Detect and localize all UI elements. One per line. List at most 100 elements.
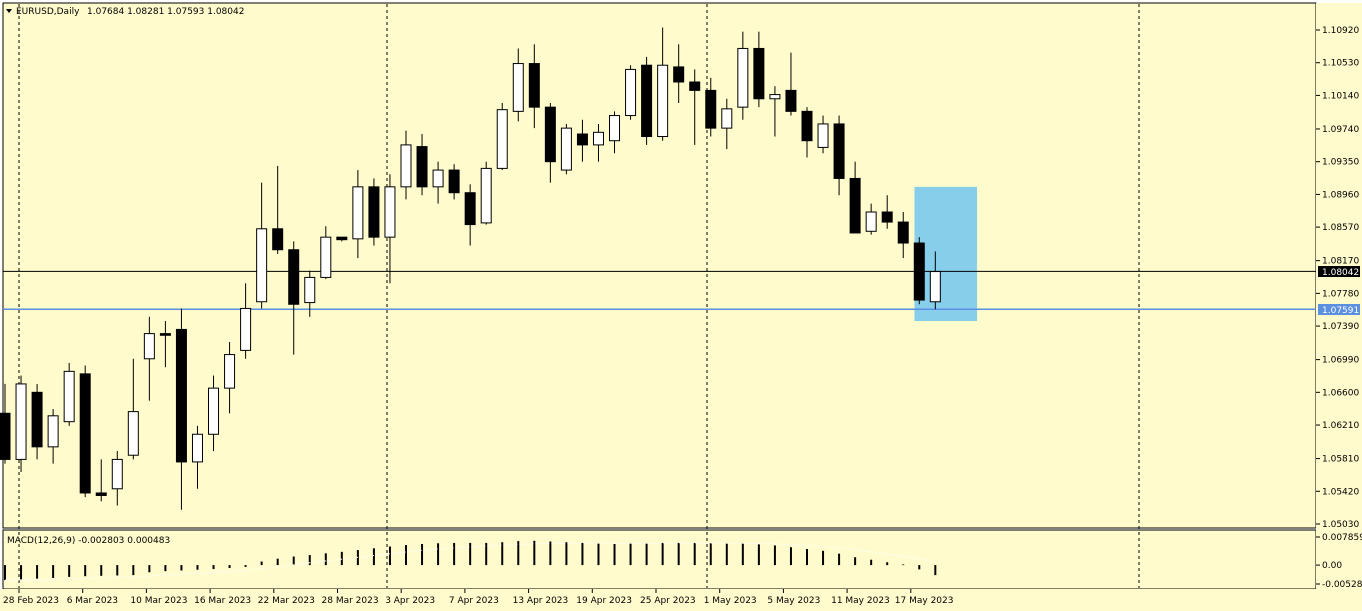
candle[interactable] [320,226,332,280]
candle[interactable] [657,27,669,141]
candle[interactable] [47,409,59,464]
candle[interactable] [175,308,187,510]
candle[interactable] [769,86,781,137]
candle-body-bear [464,192,476,226]
candle[interactable] [673,44,685,103]
candle[interactable] [384,174,396,284]
candle[interactable] [817,115,829,154]
bid-price-tag [1318,266,1360,277]
candle[interactable] [240,283,252,359]
candle[interactable] [111,451,123,506]
candle[interactable] [625,65,637,120]
candle[interactable] [352,170,364,259]
candle[interactable] [224,342,236,414]
time-axis: 28 Feb 2023 6 Mar 2023 10 Mar 2023 16 Mar 2… [3,589,953,606]
macd-pane[interactable] [2,529,1317,590]
candle[interactable] [689,69,701,145]
candle[interactable] [143,316,155,401]
candle-body-bear [336,236,348,241]
candle[interactable] [528,44,540,129]
candle[interactable] [95,459,107,502]
candle[interactable] [159,321,171,368]
candle[interactable] [448,164,460,200]
macd-label: MACD(12,26,9) -0.002803 0.000483 [7,536,170,546]
candle[interactable] [785,52,797,116]
candle[interactable] [15,375,27,472]
macd-signal-line [4,542,936,581]
candle-body-bear [849,177,861,234]
candle[interactable] [833,115,845,196]
candle[interactable] [737,31,749,120]
candle[interactable] [897,212,909,259]
candle[interactable] [464,184,476,246]
macd-tick-label: 0.007859 [1322,533,1362,543]
candle[interactable] [432,161,444,204]
candle[interactable] [480,161,492,225]
candle-body-bull [512,63,524,112]
candle[interactable] [801,107,813,158]
macd-tick-label: -0.005286 [1322,580,1362,590]
date-tick-label: 6 Mar 2023 [67,596,118,606]
candle[interactable] [127,358,139,460]
candle[interactable] [913,237,925,305]
candle[interactable] [881,195,893,229]
candle-body-bull [400,144,412,188]
candle-body-bear [288,249,300,305]
candle-body-bear [576,133,588,146]
candlestick-series [0,27,941,510]
candle-body-bear [544,106,556,163]
price-tick-label: 1.05420 [1322,487,1359,497]
candle-body-bull [929,271,941,303]
price-axis-area [1316,3,1362,589]
candle-body-bull [657,64,669,138]
macd-signal [4,542,936,581]
candle-body-bull [721,108,733,129]
candle[interactable] [865,203,877,235]
candle[interactable] [496,102,508,171]
candle[interactable] [609,111,621,154]
candle[interactable] [336,236,348,242]
candle[interactable] [304,270,316,317]
candle[interactable] [368,178,380,246]
candle[interactable] [256,182,268,309]
candle[interactable] [721,98,733,150]
date-tick-label: 25 Apr 2023 [640,596,696,606]
date-tick-label: 17 May 2023 [895,596,954,606]
candle[interactable] [272,165,284,254]
candle[interactable] [208,375,220,452]
candle-body-bear [897,221,909,244]
candle-body-bear [368,186,380,238]
ohlc-values: 1.07684 1.08281 1.07593 1.08042 [87,7,244,17]
candle[interactable] [79,365,91,498]
candle-body-bull [304,276,316,304]
candle[interactable] [191,425,203,489]
candle[interactable] [0,383,11,464]
date-tick-label: 22 Mar 2023 [258,596,315,606]
candle[interactable] [705,77,717,137]
candle[interactable] [560,123,572,175]
candle[interactable] [400,130,412,200]
candle-body-bear [689,81,701,91]
candle[interactable] [929,251,941,310]
date-tick-label: 13 Apr 2023 [513,596,569,606]
highlight-zone[interactable] [914,186,978,322]
candle[interactable] [31,383,43,460]
candle-body-bull [865,211,877,232]
candle[interactable] [512,48,524,122]
candle[interactable] [288,241,300,355]
candle[interactable] [753,31,765,108]
candle[interactable] [641,56,653,145]
candle[interactable] [63,362,75,426]
candle-body-bear [705,89,717,129]
dropdown-triangle-icon[interactable] [6,9,12,13]
candle-body-bull [240,307,252,351]
candle-body-bull [625,68,637,117]
candle[interactable] [592,123,604,162]
candle-body-bull [63,370,75,423]
candle-body-bear [753,47,765,100]
candle[interactable] [849,161,861,234]
candle[interactable] [576,119,588,162]
candle[interactable] [544,102,556,183]
candle[interactable] [416,134,428,196]
